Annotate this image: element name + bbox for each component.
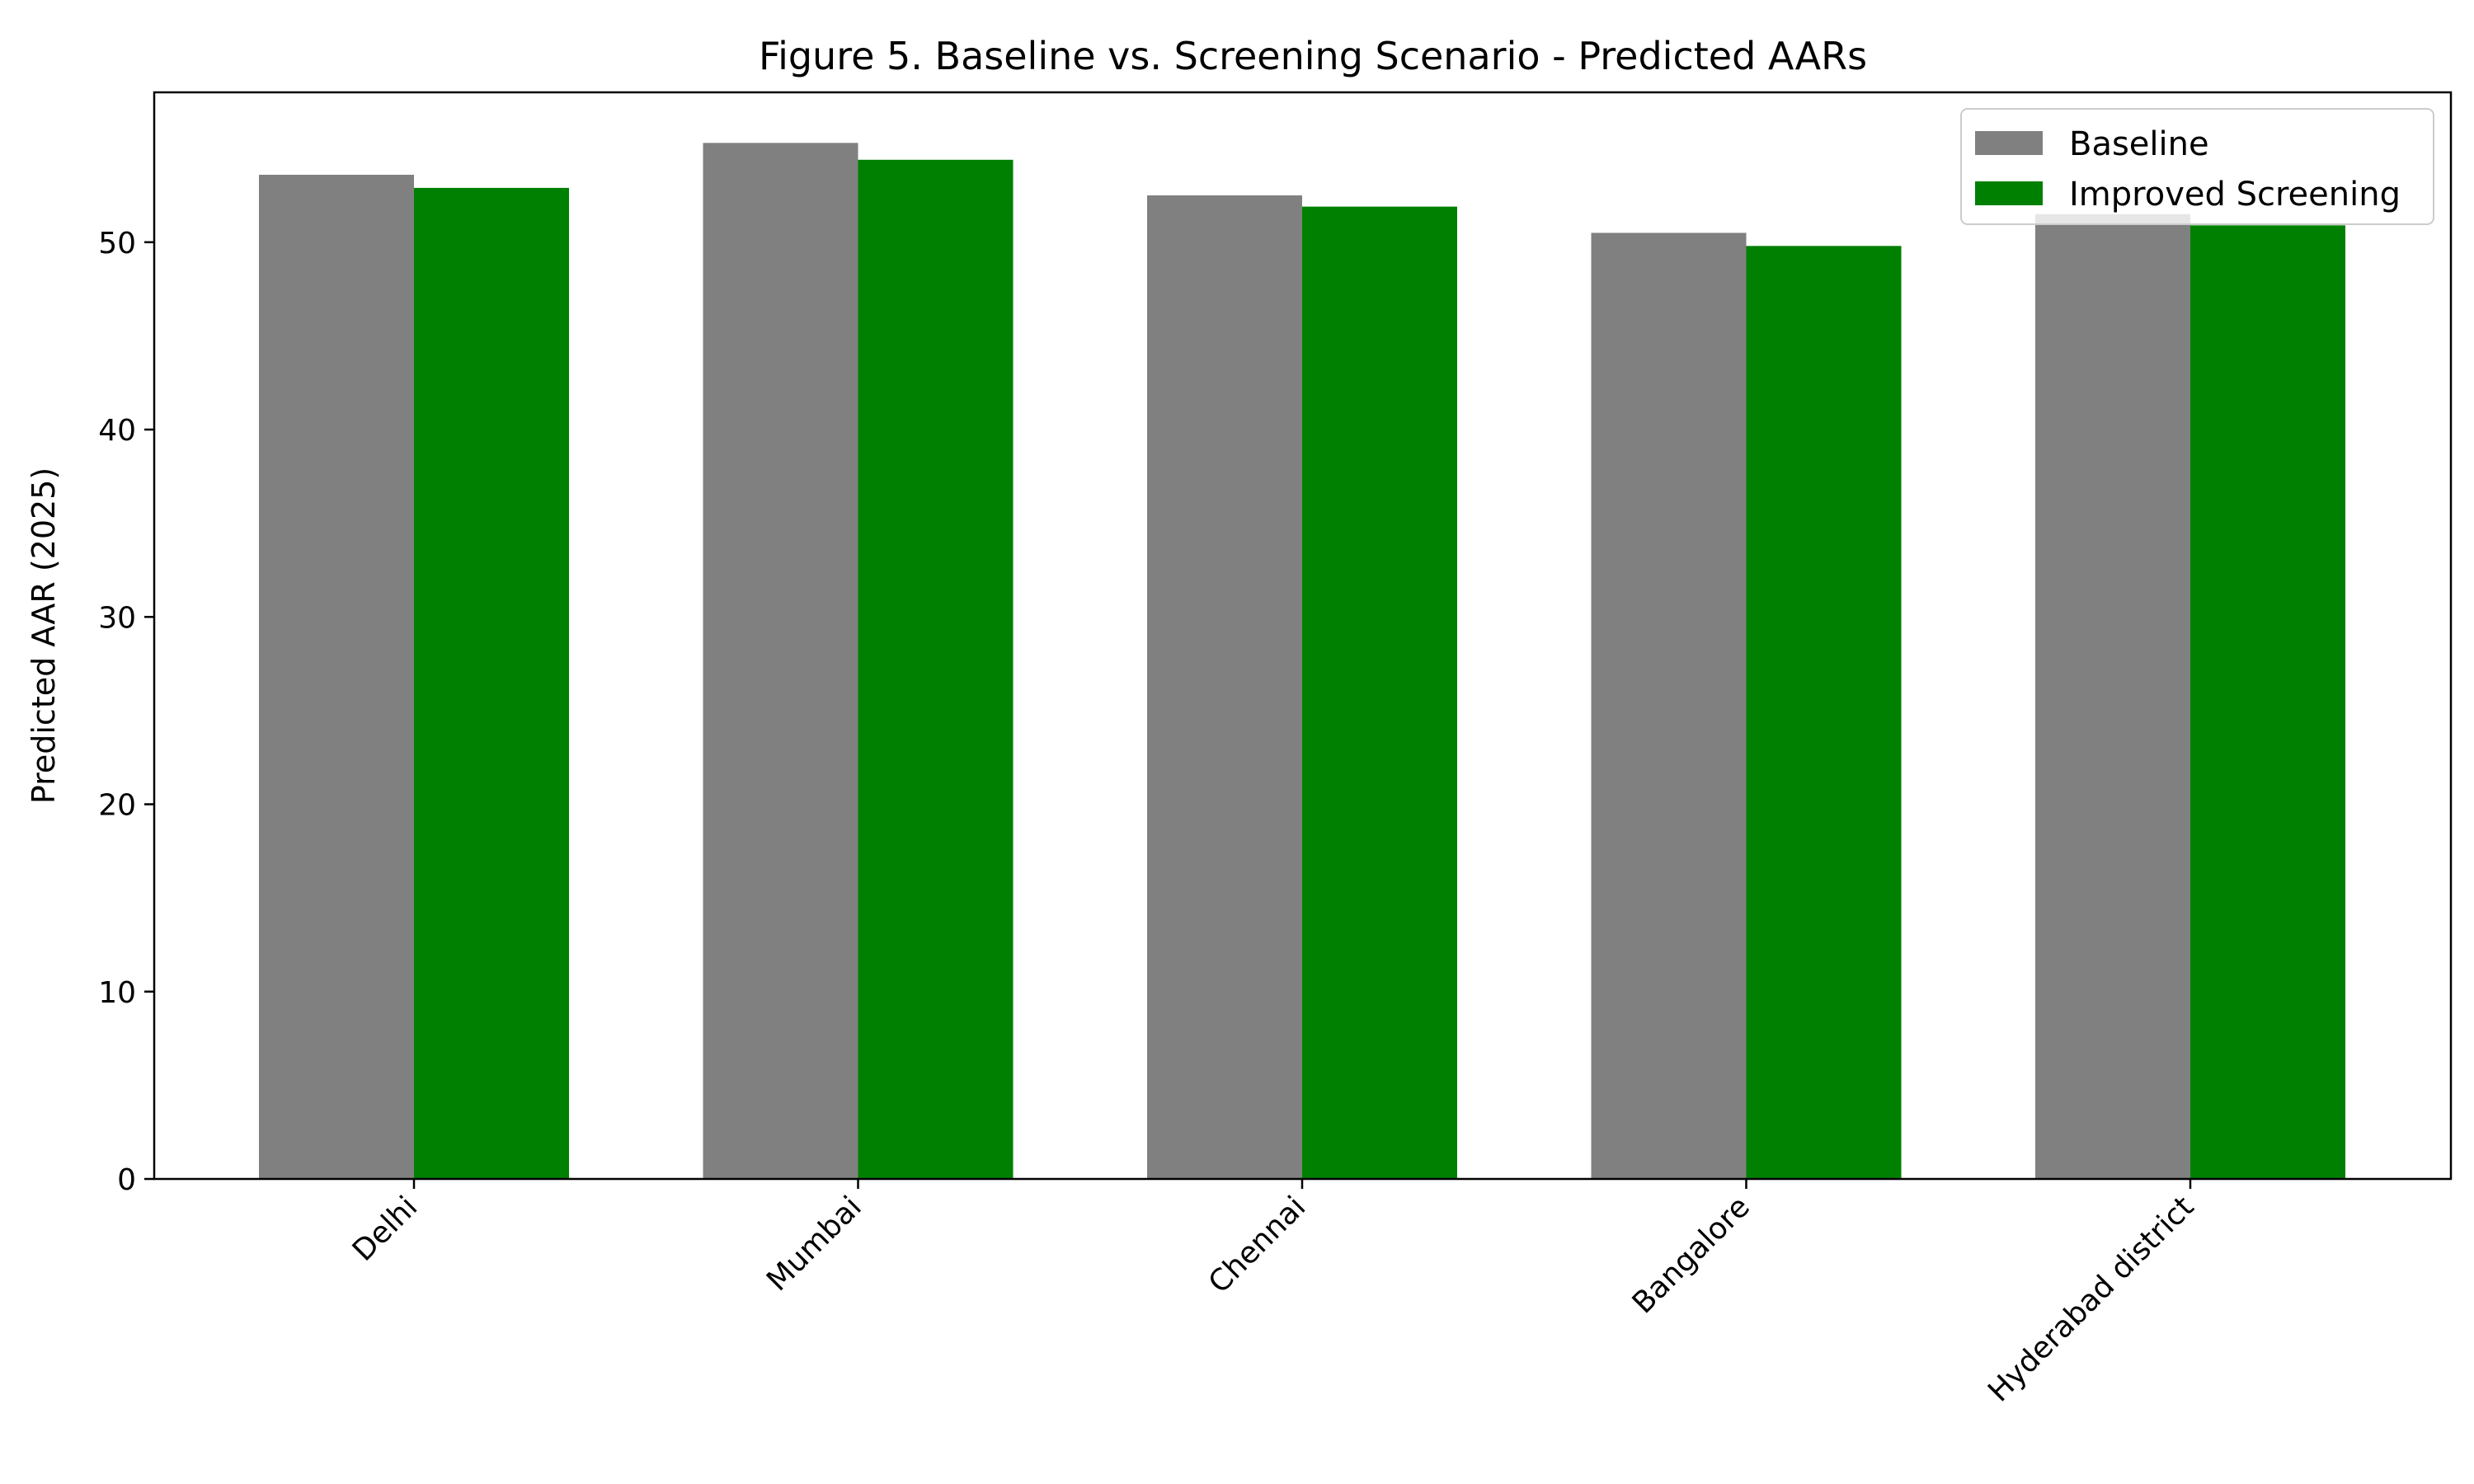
y-tick-label: 20 <box>98 789 136 823</box>
x-tick-label: Chennai <box>1202 1190 1312 1299</box>
bar-improved-screening-hyderabad-district <box>2190 225 2345 1180</box>
y-tick-label: 0 <box>117 1163 136 1197</box>
x-tick-label: Bangalore <box>1626 1190 1757 1320</box>
x-tick-label: Hyderabad district <box>1982 1190 2200 1408</box>
legend-label: Baseline <box>2069 125 2209 163</box>
bar-baseline-delhi <box>259 174 414 1179</box>
chart-title: Figure 5. Baseline vs. Screening Scenari… <box>759 34 1867 78</box>
bar-improved-screening-delhi <box>414 187 569 1180</box>
bar-baseline-bangalore <box>1591 232 1747 1179</box>
legend-swatch-baseline <box>1975 131 2043 155</box>
bars-layer <box>259 143 2345 1180</box>
y-axis: 0 10 20 30 40 50 <box>98 227 154 1197</box>
y-tick-label: 50 <box>98 227 136 261</box>
y-tick-label: 40 <box>98 414 136 448</box>
y-axis-title: Predicted AAR (2025) <box>26 467 62 804</box>
bar-baseline-chennai <box>1147 195 1302 1179</box>
legend-swatch-improved-screening <box>1975 181 2043 205</box>
bar-improved-screening-chennai <box>1302 206 1457 1180</box>
y-tick-label: 10 <box>98 976 136 1010</box>
x-axis: Delhi Mumbai Chennai Bangalore Hyderabad dis… <box>346 1179 2200 1408</box>
x-tick-label: Mumbai <box>760 1190 868 1298</box>
legend-label: Improved Screening <box>2069 176 2401 214</box>
legend: Baseline Improved Screening <box>1960 108 2434 225</box>
bar-baseline-mumbai <box>703 143 858 1179</box>
bar-baseline-hyderabad-district <box>2035 214 2190 1179</box>
y-tick-label: 30 <box>98 601 136 635</box>
x-tick-label: Delhi <box>346 1190 425 1268</box>
bar-improved-screening-mumbai <box>858 159 1014 1180</box>
bar-improved-screening-bangalore <box>1746 246 1902 1180</box>
legend-box <box>1960 108 2434 225</box>
